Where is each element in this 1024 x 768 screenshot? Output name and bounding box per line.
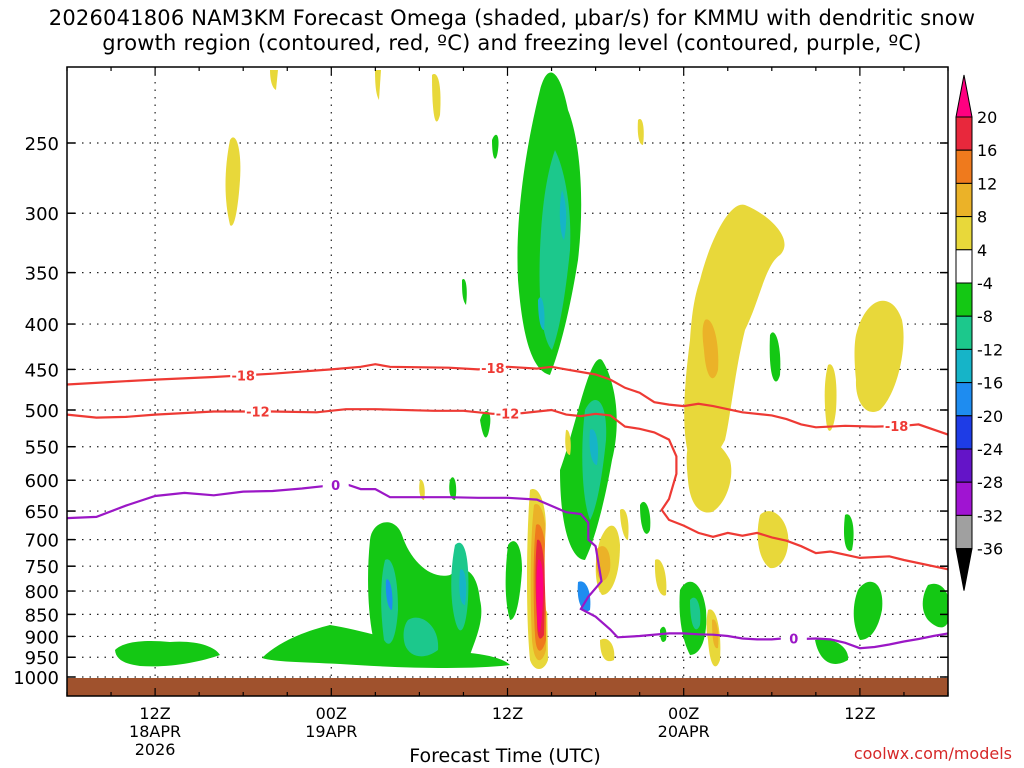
y-tick-label: 950 xyxy=(25,648,59,669)
y-axis: 2503003504004505005506006507007508008509… xyxy=(13,134,948,689)
y-tick-label: 750 xyxy=(25,557,59,578)
omega-shade-white xyxy=(544,504,559,613)
contour-label: -18 xyxy=(481,362,505,377)
colorbar-segment xyxy=(955,149,973,184)
y-tick-label: 1000 xyxy=(13,668,59,689)
y-tick-label: 600 xyxy=(25,471,59,492)
contour-label: -12 xyxy=(496,407,520,422)
colorbar-label: 16 xyxy=(977,141,997,160)
x-tick-label: 12Z xyxy=(139,704,170,723)
contour-label-bg xyxy=(230,367,257,383)
colorbar-label: 12 xyxy=(977,174,997,193)
colorbar-segment xyxy=(955,182,973,218)
x-axis-title: Forecast Time (UTC) xyxy=(409,745,601,767)
y-tick-label: 650 xyxy=(25,502,59,523)
contour-line-0 xyxy=(66,482,949,650)
contour-label-bg xyxy=(479,360,506,376)
colorbar-segment xyxy=(955,514,973,550)
y-tick-label: 550 xyxy=(25,438,59,459)
colorbar-label: -36 xyxy=(977,540,1003,559)
x-tick-label: 00Z xyxy=(668,704,699,723)
contour-label: 0 xyxy=(789,633,798,648)
contour-label-bg xyxy=(494,405,521,421)
contour-label: -18 xyxy=(231,369,255,384)
colorbar-segment xyxy=(955,282,973,317)
contour-label-bg xyxy=(322,476,349,492)
y-tick-label: 400 xyxy=(25,315,59,336)
contour-line-minus12 xyxy=(66,408,949,571)
colorbar-segment xyxy=(955,315,973,350)
colorbar-segment xyxy=(955,216,973,251)
x-tick-date: 19APR xyxy=(305,722,357,741)
x-tick-label: 12Z xyxy=(844,704,875,723)
contour-label: -18 xyxy=(885,420,909,435)
y-tick-label: 900 xyxy=(25,627,59,648)
colorbar-label: -20 xyxy=(977,407,1003,426)
contour-label: -12 xyxy=(246,406,270,421)
colorbar-label: 4 xyxy=(977,241,987,260)
x-tick-label: 12Z xyxy=(492,704,523,723)
contour-label-bg xyxy=(883,418,910,434)
y-tick-label: 700 xyxy=(25,531,59,552)
ground-surface xyxy=(67,678,948,696)
y-tick-label: 250 xyxy=(25,134,59,155)
x-tick-year: 2026 xyxy=(135,740,176,759)
colorbar-label: -24 xyxy=(977,440,1003,459)
colorbar-label: 8 xyxy=(977,208,987,227)
x-tick-date: 20APR xyxy=(658,722,710,741)
contour-label-bg xyxy=(780,630,807,646)
colorbar-label: -16 xyxy=(977,374,1003,393)
y-tick-label: 300 xyxy=(25,204,59,225)
colorbar-label: -12 xyxy=(977,340,1003,359)
chart-title-line1: 2026041806 NAM3KM Forecast Omega (shaded… xyxy=(48,6,976,30)
colorbar-label: -28 xyxy=(977,473,1003,492)
contours: -18 -18 -18 -12 -12 0 0 xyxy=(66,360,949,650)
colorbar-segment xyxy=(955,415,973,450)
y-tick-label: 450 xyxy=(25,360,59,381)
y-tick-label: 800 xyxy=(25,582,59,603)
colorbar-segment xyxy=(955,116,973,151)
colorbar-label: 20 xyxy=(977,108,997,127)
credit-text[interactable]: coolwx.com/models xyxy=(853,744,1012,763)
omega-shade-blue xyxy=(385,579,591,612)
colorbar-top-arrow xyxy=(955,74,973,118)
x-tick-date: 18APR xyxy=(129,722,181,741)
omega-shade-cyan xyxy=(459,190,599,605)
colorbar-label: -4 xyxy=(977,274,993,293)
colorbar-segment xyxy=(955,249,973,284)
colorbar-segment xyxy=(955,481,973,516)
y-tick-label: 350 xyxy=(25,264,59,285)
y-tick-label: 850 xyxy=(25,605,59,626)
colorbar-bottom-arrow xyxy=(955,548,973,591)
omega-shading xyxy=(115,70,948,669)
colorbar-label: -8 xyxy=(977,307,993,326)
contour-label-bg xyxy=(244,403,271,419)
y-tick-label: 500 xyxy=(25,401,59,422)
contour-line-minus18 xyxy=(66,363,949,436)
chart-title-line2: growth region (contoured, red, ºC) and f… xyxy=(102,31,922,55)
colorbar-segment xyxy=(955,448,973,483)
colorbar-label: -32 xyxy=(977,506,1003,525)
colorbar: 20 16 12 8 4 -4 -8 -12 -16 -20 -24 -28 -32 -36 xyxy=(955,74,1003,591)
colorbar-segment xyxy=(955,382,973,417)
omega-shade-magenta xyxy=(536,559,544,633)
x-tick-label: 00Z xyxy=(316,704,347,723)
contour-label: 0 xyxy=(331,479,340,494)
colorbar-segment xyxy=(955,348,973,384)
